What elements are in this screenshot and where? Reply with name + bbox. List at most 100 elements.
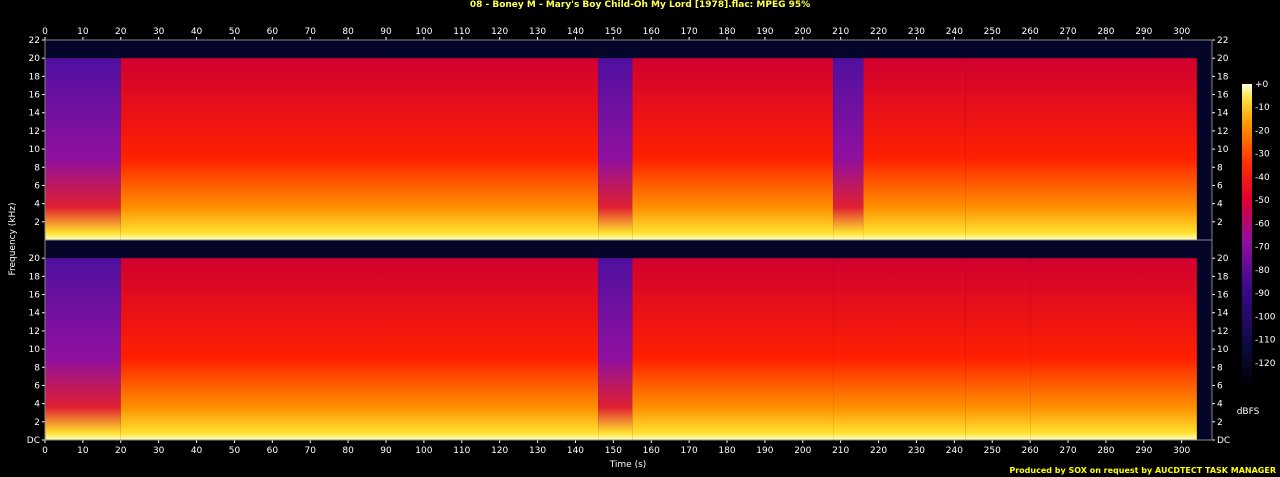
y-tick-label-right: 2 (1217, 418, 1223, 428)
x-tick-label-top: 30 (153, 27, 165, 37)
x-tick-label-bottom: 170 (681, 446, 698, 456)
y-tick-label-right: 16 (1217, 291, 1229, 301)
y-tick-label-left: 12 (29, 327, 40, 337)
x-tick-label-bottom: 70 (305, 446, 317, 456)
y-tick-label-right: 18 (1217, 72, 1229, 82)
y-axis-label: Frequency (kHz) (8, 202, 18, 275)
spectrogram-panel-frame (44, 239, 1213, 441)
x-tick-label-top: 230 (908, 27, 925, 37)
y-tick-label-right: 18 (1217, 272, 1229, 282)
x-tick-label-bottom: 140 (567, 446, 584, 456)
spectrogram-segment (45, 258, 121, 440)
x-tick-label-bottom: 280 (1097, 446, 1114, 456)
x-tick-label-top: 140 (567, 27, 584, 37)
chart-title: 08 - Boney M - Mary's Boy Child-Oh My Lo… (469, 0, 811, 10)
x-tick-label-bottom: 290 (1135, 446, 1152, 456)
x-tick-label-top: 20 (115, 27, 127, 37)
y-tick-label-left: 20 (29, 254, 41, 264)
colorbar-tick-label: -60 (1255, 219, 1270, 229)
x-tick-label-top: 240 (946, 27, 963, 37)
y-tick-label-right: 4 (1217, 400, 1223, 410)
x-tick-label-bottom: 300 (1173, 446, 1190, 456)
spectrogram-segment (632, 58, 834, 240)
y-tick-label-right: 16 (1217, 91, 1229, 101)
x-tick-label-top: 70 (305, 27, 317, 37)
footer-credit: Produced by SOX on request by AUCDTECT T… (1009, 466, 1276, 475)
x-tick-label-bottom: 100 (415, 446, 432, 456)
x-tick-label-bottom: 150 (605, 446, 622, 456)
y-tick-label-left: 20 (29, 54, 41, 64)
spectrogram-segment (45, 58, 121, 240)
colorbar-tick-label: -50 (1255, 196, 1270, 206)
y-tick-label-right: 12 (1217, 127, 1228, 137)
x-tick-label-top: 110 (453, 27, 470, 37)
x-tick-label-top: 160 (643, 27, 660, 37)
x-tick-label-bottom: 240 (946, 446, 963, 456)
colorbar-tick-label: -70 (1255, 243, 1270, 253)
spectrogram-segment (863, 58, 966, 240)
x-tick-label-bottom: 10 (77, 446, 89, 456)
x-tick-label-bottom: 230 (908, 446, 925, 456)
colorbar (1242, 84, 1252, 386)
x-tick-label-top: 170 (681, 27, 698, 37)
x-tick-label-bottom: 180 (718, 446, 735, 456)
spectrogram-segment (120, 58, 599, 240)
y-tick-label-right: 8 (1217, 163, 1223, 173)
x-tick-label-bottom: 270 (1059, 446, 1076, 456)
y-tick-label-left: 12 (29, 127, 40, 137)
x-tick-label-top: 130 (529, 27, 546, 37)
colorbar-tick-label: -80 (1255, 266, 1270, 276)
y-tick-label-left: 2 (34, 218, 40, 228)
x-tick-label-top: 210 (832, 27, 849, 37)
x-tick-label-top: 10 (77, 27, 89, 37)
x-tick-label-bottom: 90 (380, 446, 392, 456)
x-axis-label: Time (s) (609, 460, 647, 470)
x-tick-label-bottom: 110 (453, 446, 470, 456)
x-tick-label-top: 40 (191, 27, 203, 37)
x-tick-label-top: 80 (342, 27, 354, 37)
y-tick-label-left: 22 (29, 36, 40, 46)
y-tick-label-left: 2 (34, 418, 40, 428)
colorbar-tick-label: +0 (1255, 80, 1269, 90)
x-tick-label-bottom: 50 (229, 446, 241, 456)
y-tick-label-right: 4 (1217, 200, 1223, 210)
x-tick-label-top: 200 (794, 27, 811, 37)
x-tick-label-top: 260 (1022, 27, 1039, 37)
colorbar-tick-label: -10 (1255, 103, 1270, 113)
x-tick-label-top: 100 (415, 27, 432, 37)
x-tick-label-bottom: 160 (643, 446, 660, 456)
x-tick-label-bottom: 40 (191, 446, 203, 456)
x-tick-label-top: 300 (1173, 27, 1190, 37)
x-tick-label-top: 150 (605, 27, 622, 37)
y-tick-label-right: 6 (1217, 381, 1223, 391)
colorbar-tick-label: -120 (1255, 359, 1276, 369)
colorbar-tick-label: -90 (1255, 289, 1270, 299)
y-tick-label-right: 2 (1217, 218, 1223, 228)
colorbar-label: dBFS (1237, 407, 1260, 417)
x-tick-label-bottom: 130 (529, 446, 546, 456)
spectrogram-segment (598, 258, 633, 440)
x-tick-label-bottom: 20 (115, 446, 127, 456)
y-tick-label-right: 20 (1217, 254, 1229, 264)
y-tick-label-left: 18 (29, 272, 41, 282)
y-tick-label-right: 12 (1217, 327, 1228, 337)
spectrogram-segment (965, 258, 1031, 440)
x-tick-label-bottom: 80 (342, 446, 354, 456)
x-tick-label-top: 270 (1059, 27, 1076, 37)
x-tick-label-bottom: 30 (153, 446, 165, 456)
x-tick-label-bottom: 250 (984, 446, 1001, 456)
spectrogram-segment (965, 58, 1197, 240)
x-tick-label-top: 50 (229, 27, 241, 37)
y-tick-label-left: 4 (34, 400, 40, 410)
spectrogram-segment (1030, 258, 1197, 440)
y-tick-label-right: 10 (1217, 145, 1229, 155)
colorbar-tick-label: -100 (1255, 312, 1276, 322)
spectrogram-segment (120, 258, 599, 440)
x-tick-label-bottom: 190 (756, 446, 773, 456)
colorbar-tick-label: -110 (1255, 336, 1276, 346)
y-tick-label-right: 14 (1217, 109, 1229, 119)
y-tick-label-right: 14 (1217, 309, 1229, 319)
x-tick-label-top: 120 (491, 27, 508, 37)
x-tick-label-bottom: 0 (42, 446, 48, 456)
y-tick-label-left: 4 (34, 200, 40, 210)
